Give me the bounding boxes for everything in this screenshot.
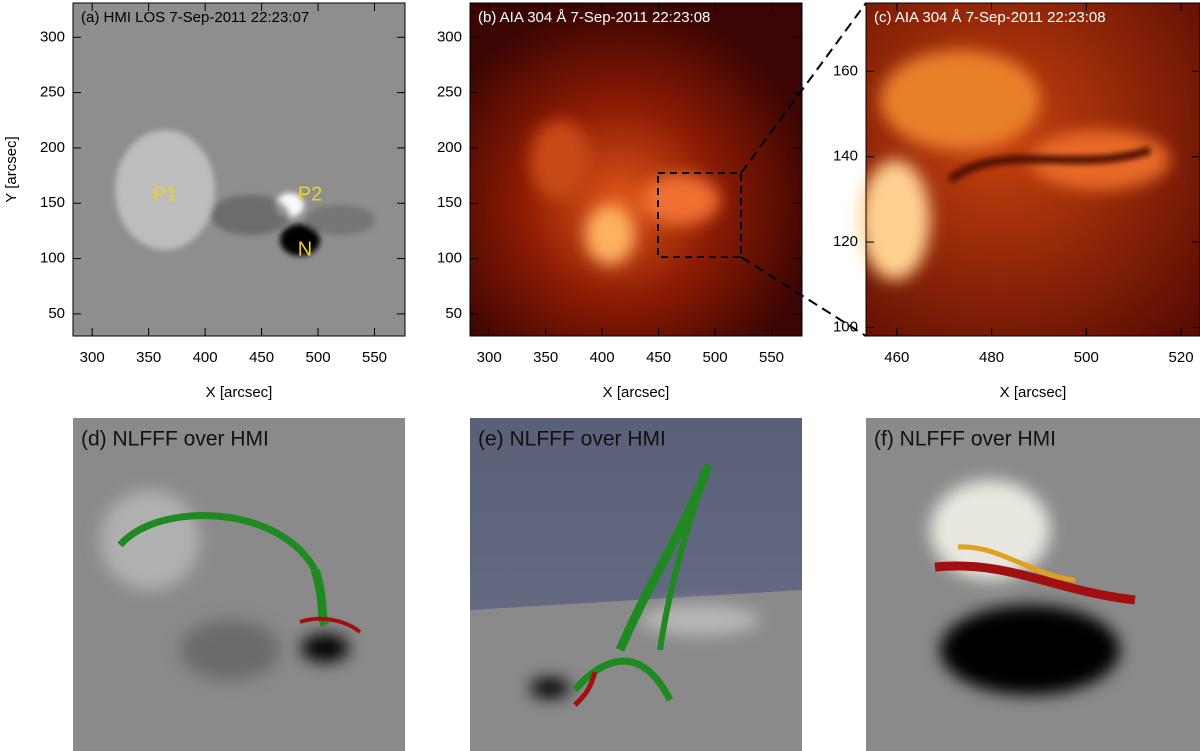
x-tick-label: 450 xyxy=(646,349,671,366)
annotation: P1 xyxy=(153,183,177,205)
panel-title: (c) AIA 304 Å 7-Sep-2011 22:23:08 xyxy=(874,9,1106,26)
x-axis-label: X [arcsec] xyxy=(206,384,273,401)
x-tick-label: 300 xyxy=(477,349,502,366)
y-tick-label: 150 xyxy=(437,194,462,211)
y-tick-label: 50 xyxy=(445,305,462,322)
x-tick-label: 550 xyxy=(759,349,784,366)
y-tick-label: 100 xyxy=(437,250,462,267)
images xyxy=(73,2,1200,751)
panel-title: (d) NLFFF over HMI xyxy=(81,428,269,451)
frame xyxy=(72,2,406,337)
y-tick-label: 300 xyxy=(40,28,65,45)
annotation: P2 xyxy=(298,183,322,205)
frame xyxy=(865,2,1200,337)
x-tick-label: 550 xyxy=(362,349,387,366)
x-tick-label: 460 xyxy=(884,349,909,366)
x-tick-label: 300 xyxy=(80,349,105,366)
y-tick-label: 120 xyxy=(833,233,858,250)
aia-image xyxy=(470,3,802,336)
panel-title: (e) NLFFF over HMI xyxy=(478,428,666,451)
y-tick-label: 200 xyxy=(437,139,462,156)
y-tick-label: 250 xyxy=(40,84,65,101)
y-tick-label: 150 xyxy=(40,194,65,211)
x-tick-label: 400 xyxy=(590,349,615,366)
x-tick-label: 450 xyxy=(249,349,274,366)
x-tick-label: 350 xyxy=(533,349,558,366)
x-tick-label: 500 xyxy=(306,349,331,366)
panel-title: (a) HMI LOS 7-Sep-2011 22:23:07 xyxy=(81,9,309,26)
x-tick-label: 500 xyxy=(703,349,728,366)
hmi-features xyxy=(115,130,375,256)
model-d xyxy=(73,418,405,751)
x-tick-label: 500 xyxy=(1074,349,1099,366)
panel-title: (f) NLFFF over HMI xyxy=(874,428,1056,451)
y-tick-label: 140 xyxy=(833,148,858,165)
y-tick-label: 160 xyxy=(833,62,858,79)
x-tick-label: 350 xyxy=(136,349,161,366)
x-tick-label: 400 xyxy=(193,349,218,366)
x-axis-label: X [arcsec] xyxy=(603,384,670,401)
y-tick-label: 50 xyxy=(48,305,65,322)
y-tick-label: 300 xyxy=(437,28,462,45)
x-tick-label: 520 xyxy=(1169,349,1194,366)
frame xyxy=(469,2,803,337)
y-tick-label: 100 xyxy=(40,250,65,267)
x-axis-label: X [arcsec] xyxy=(1000,384,1067,401)
y-tick-label: 250 xyxy=(437,84,462,101)
x-tick-label: 480 xyxy=(979,349,1004,366)
zoom-box xyxy=(657,172,742,258)
annotation: N xyxy=(298,238,312,260)
model-f xyxy=(866,418,1200,751)
y-tick-label: 200 xyxy=(40,139,65,156)
panel-title: (b) AIA 304 Å 7-Sep-2011 22:23:08 xyxy=(478,9,710,26)
aia-features xyxy=(530,120,720,265)
y-axis-label: Y [arcsec] xyxy=(3,136,20,202)
y-tick-label: 100 xyxy=(833,318,858,335)
